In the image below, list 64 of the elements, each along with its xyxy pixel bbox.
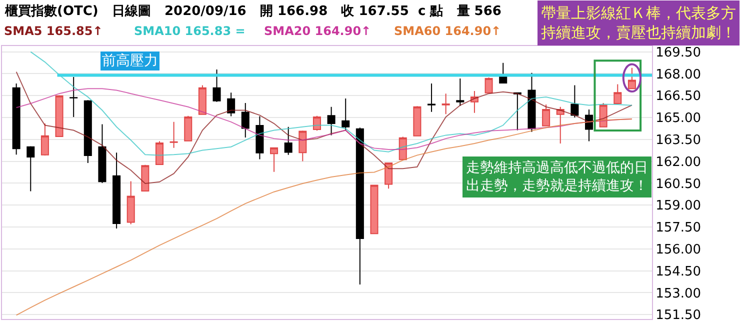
text: SMA60 164.90↑ <box>394 24 502 38</box>
candlestick <box>442 93 450 115</box>
candlestick <box>370 184 378 234</box>
candlestick <box>98 124 106 184</box>
candlestick <box>84 100 92 164</box>
text: SMA5 165.85↑ <box>4 24 103 38</box>
candlestick <box>327 106 336 136</box>
candlestick <box>227 92 236 117</box>
candlestick <box>198 84 206 115</box>
candlestick <box>112 152 121 229</box>
candlestick <box>312 115 321 132</box>
candlestick <box>513 92 522 131</box>
line-series <box>30 51 632 156</box>
text: SMA10 165.83 = <box>134 24 246 38</box>
y-tick-label: 160.50 <box>656 176 702 192</box>
candlestick <box>628 67 636 90</box>
candlestick <box>585 109 594 142</box>
y-tick-label: 153.00 <box>656 286 702 302</box>
y-tick-label: 163.50 <box>656 132 702 148</box>
candlestick <box>26 146 35 192</box>
candlestick <box>212 69 221 102</box>
candlestick <box>155 140 164 166</box>
candlestick <box>499 62 508 84</box>
candlestick <box>570 84 579 118</box>
ref-line-label: 前高壓力 <box>102 53 158 69</box>
candlestick <box>141 164 150 192</box>
candlestick <box>298 130 307 162</box>
y-tick-label: 154.50 <box>656 264 702 280</box>
candlestick <box>284 126 292 156</box>
y-tick-label: 151.50 <box>656 308 702 324</box>
candlestick <box>384 162 393 190</box>
candlestick <box>484 77 493 94</box>
y-tick-label: 166.50 <box>656 89 702 104</box>
candlestick <box>55 94 64 138</box>
y-tick-label: 156.00 <box>656 242 702 258</box>
y-tick-label: 159.00 <box>656 198 702 214</box>
text: 帶量上影線紅Ｋ棒，代表多方持續進攻，賣壓也持續加劇！ <box>541 4 736 42</box>
candlestick <box>542 104 550 126</box>
candlestick <box>413 106 422 136</box>
candlestick <box>528 72 536 132</box>
y-tick-label: 165.00 <box>656 111 702 126</box>
candlestick <box>241 102 250 138</box>
candlestick <box>12 83 20 156</box>
candlestick <box>456 78 464 106</box>
y-tick-label: 157.50 <box>656 220 702 236</box>
y-tick-label: 169.50 <box>656 45 702 60</box>
annotation: 走勢維持高過高低不過低的日出走勢，走勢就是持續進攻！ <box>466 160 648 194</box>
candlestick <box>184 115 192 142</box>
y-tick-label: 162.00 <box>656 154 702 170</box>
y-tick-label: 168.00 <box>656 67 702 82</box>
text: SMA20 164.90↑ <box>264 24 372 38</box>
candlestick <box>356 127 364 286</box>
candlestick <box>40 123 49 156</box>
line-series <box>16 118 632 316</box>
candlestick <box>270 147 278 172</box>
candlestick <box>428 83 436 112</box>
candlestick <box>556 106 564 144</box>
candlestick <box>256 116 264 160</box>
candlestick <box>126 180 135 225</box>
candlestick <box>342 98 350 131</box>
candlestick <box>70 76 78 118</box>
candlestick <box>614 84 622 104</box>
candlestick <box>170 121 178 148</box>
chart-title: 櫃買指數(OTC) 日線圖 2020/09/16 開 166.98 收 167.55 c 點 量 566 <box>4 4 502 19</box>
